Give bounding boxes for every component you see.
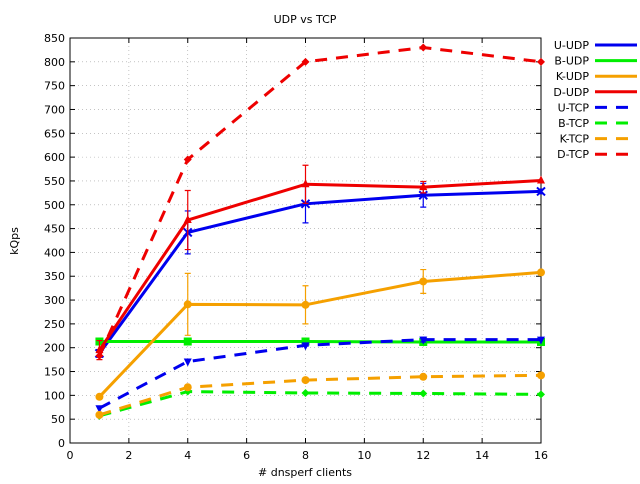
- y-tick-label: 0: [58, 437, 65, 450]
- y-tick-label: 850: [44, 32, 65, 45]
- y-tick-label: 450: [44, 223, 65, 236]
- y-tick-label: 750: [44, 80, 65, 93]
- data-point: [419, 389, 427, 397]
- data-point: [537, 390, 545, 398]
- x-tick-label: 6: [243, 449, 250, 462]
- data-point: [184, 300, 192, 308]
- x-axis-label: # dnsperf clients: [258, 466, 352, 479]
- data-point: [419, 44, 427, 52]
- x-tick-label: 0: [67, 449, 74, 462]
- x-tick-label: 4: [184, 449, 191, 462]
- x-tick-label: 2: [125, 449, 132, 462]
- y-tick-label: 100: [44, 389, 65, 402]
- x-tick-label: 12: [416, 449, 430, 462]
- data-point: [95, 411, 103, 419]
- data-point: [95, 393, 103, 401]
- legend-label: U-TCP: [558, 101, 590, 114]
- data-point: [537, 371, 545, 379]
- y-tick-label: 500: [44, 199, 65, 212]
- legend-label: D-TCP: [557, 148, 589, 161]
- y-tick-label: 400: [44, 246, 65, 259]
- series-b-tcp: [95, 388, 545, 420]
- y-axis-label: kQps: [8, 227, 21, 255]
- data-point: [537, 58, 545, 66]
- data-point: [419, 373, 427, 381]
- y-tick-label: 700: [44, 103, 65, 116]
- y-tick-label: 350: [44, 270, 65, 283]
- legend-label: D-UDP: [553, 86, 589, 99]
- x-tick-label: 8: [302, 449, 309, 462]
- data-point: [302, 376, 310, 384]
- series-line: [99, 272, 541, 396]
- x-tick-label: 10: [357, 449, 371, 462]
- legend-label: B-TCP: [558, 117, 589, 130]
- y-tick-label: 550: [44, 175, 65, 188]
- data-point: [302, 389, 310, 397]
- legend-label: K-UDP: [556, 70, 590, 83]
- x-tick-label: 14: [475, 449, 489, 462]
- series-k-udp: [95, 268, 545, 400]
- legend-label: K-TCP: [560, 133, 590, 146]
- legend-label: U-UDP: [554, 39, 590, 52]
- legend: U-UDP B-UDP K-UDP D-UDP U-TCP B-TCP K-TCP D-TCP: [553, 39, 637, 161]
- data-point: [419, 277, 427, 285]
- data-point: [302, 301, 310, 309]
- y-tick-label: 600: [44, 151, 65, 164]
- series-line: [99, 180, 541, 350]
- series-group: [95, 44, 545, 420]
- y-tick-label: 300: [44, 294, 65, 307]
- y-tick-label: 800: [44, 56, 65, 69]
- data-point: [537, 268, 545, 276]
- data-point: [184, 383, 192, 391]
- y-tick-label: 650: [44, 127, 65, 140]
- data-point: [184, 359, 192, 367]
- y-tick-label: 150: [44, 366, 65, 379]
- data-point: [184, 338, 192, 346]
- chart-title: UDP vs TCP: [274, 13, 337, 26]
- legend-label: B-UDP: [554, 55, 589, 68]
- y-tick-label: 50: [51, 413, 65, 426]
- y-tick-label: 250: [44, 318, 65, 331]
- x-tick-label: 16: [534, 449, 548, 462]
- y-tick-label: 200: [44, 342, 65, 355]
